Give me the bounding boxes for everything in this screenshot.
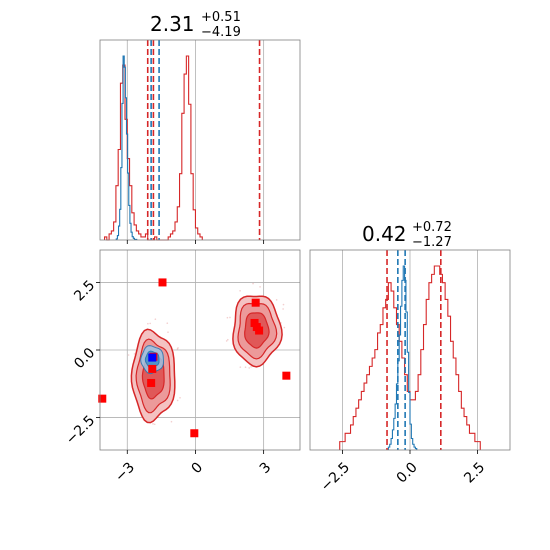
sample-point (127, 354, 130, 356)
sample-point (248, 367, 250, 369)
title-lower: −1.27 (412, 235, 452, 250)
ticks (126, 240, 265, 244)
quantile-lines (386, 250, 442, 450)
x-tick-label: 0.0 (394, 459, 421, 486)
x-tick-label: −2.5 (318, 459, 353, 494)
sample-point (167, 331, 169, 333)
sample-point (259, 286, 261, 288)
sample-point (179, 397, 181, 399)
ticks (342, 450, 478, 454)
y-tick-label: 2.5 (71, 277, 98, 304)
x-tick-label: −3 (112, 459, 138, 485)
marker-blue (148, 353, 157, 362)
x-tick-labels: −2.5 0.0 2.5 (318, 459, 488, 494)
panel-top-left: 2.31 +0.51 −4.19 (99, 10, 301, 244)
histogram-lines (339, 265, 481, 450)
histogram-blue (115, 55, 138, 240)
sample-point (229, 316, 231, 319)
sample-point (275, 299, 278, 301)
sample-point (252, 282, 254, 285)
sample-point (239, 289, 241, 292)
title-upper: +0.72 (412, 220, 452, 235)
panel-bottom-right: −2.5 0.0 2.5 0.42 +0.72 −1.27 (309, 220, 511, 495)
sample-point (152, 423, 154, 425)
sample-point (176, 399, 179, 402)
sample-point (226, 338, 229, 341)
title-value: 2.31 (150, 12, 195, 36)
sample-point (283, 326, 286, 329)
histogram-blue (387, 265, 418, 450)
sample-point (282, 308, 284, 310)
sample-point (226, 316, 229, 319)
marker-red (147, 378, 156, 387)
sample-point (177, 347, 179, 349)
sample-point (166, 322, 169, 325)
marker-red (148, 364, 157, 373)
x-tick-label: 2.5 (461, 459, 488, 486)
marker-red (190, 429, 199, 438)
sample-point (282, 303, 285, 306)
x-tick-labels: −3 0 3 (112, 459, 274, 485)
markers (98, 278, 291, 438)
sample-point (133, 353, 136, 355)
sample-point (170, 420, 173, 423)
marker-red (282, 371, 291, 380)
sample-point (149, 322, 151, 325)
marker-red (98, 394, 107, 403)
x-tick-label: 0 (189, 459, 207, 477)
quantile-lines (146, 40, 261, 240)
sample-point (153, 423, 156, 426)
y-tick-labels: 2.5 0.0 −2.5 (63, 277, 98, 447)
sample-point (244, 366, 247, 368)
marker-red (158, 278, 167, 287)
x-tick-label: 3 (257, 459, 275, 477)
title-upper: +0.51 (201, 10, 241, 25)
sample-point (154, 318, 157, 321)
sample-point (239, 366, 242, 368)
marker-red (252, 323, 261, 332)
marker-red (251, 298, 260, 307)
title-value: 0.42 (362, 222, 407, 246)
sample-point (250, 366, 252, 368)
ticks (96, 282, 265, 454)
marker-red (250, 318, 259, 327)
sample-point (225, 340, 228, 342)
y-tick-label: −2.5 (63, 413, 98, 448)
y-tick-label: 0.0 (71, 345, 98, 372)
title-lower: −4.19 (201, 25, 241, 40)
panel-bottom-left: −3 0 3 2.5 0.0 −2.5 (63, 249, 301, 485)
sample-point (147, 322, 149, 325)
axes-frame (99, 39, 301, 241)
